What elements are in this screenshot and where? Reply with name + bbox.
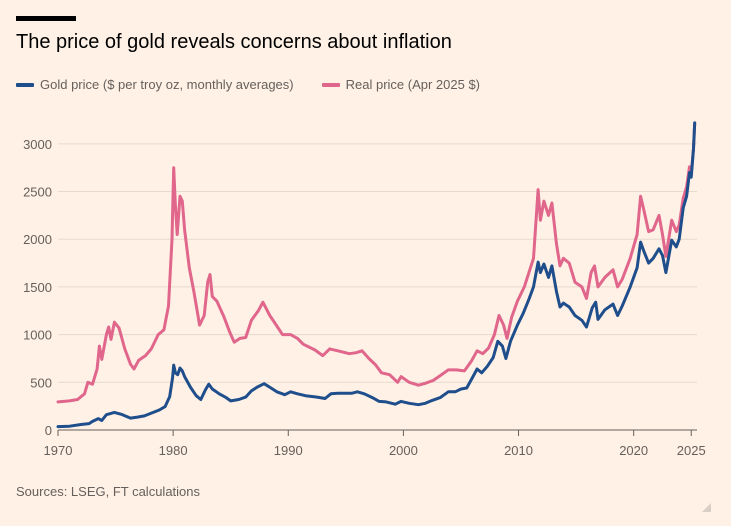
y-tick-label: 3000 xyxy=(23,137,52,152)
series-lines xyxy=(56,121,697,429)
y-tick-label: 2000 xyxy=(23,232,52,247)
line-chart: 0 500 1000 1500 2000 2500 3000 1970 1980 1990 200… xyxy=(23,121,706,458)
legend-label-real: Real price (Apr 2025 $) xyxy=(345,77,481,92)
gridlines xyxy=(58,143,697,431)
y-tick-label: 1500 xyxy=(23,280,52,295)
y-axis-ticks: 0 500 1000 1500 2000 2500 3000 xyxy=(23,137,52,438)
x-axis: 1970 1980 1990 2000 2010 2020 2025 xyxy=(44,430,706,458)
brand-bar xyxy=(16,16,76,21)
legend-label-gold: Gold price ($ per troy oz, monthly avera… xyxy=(40,77,294,92)
x-tick-label: 2010 xyxy=(504,443,533,458)
y-tick-label: 1000 xyxy=(23,328,52,343)
legend-swatch-real xyxy=(321,82,340,87)
x-tick-label: 1970 xyxy=(44,443,73,458)
y-tick-label: 0 xyxy=(45,423,52,438)
series-line-real-price xyxy=(56,121,697,404)
y-tick-label: 2500 xyxy=(23,185,52,200)
chart-title: The price of gold reveals concerns about… xyxy=(16,31,452,53)
y-tick-label: 500 xyxy=(30,375,52,390)
x-tick-label: 1990 xyxy=(274,443,303,458)
legend-swatch-gold xyxy=(16,82,34,87)
x-tick-label: 2025 xyxy=(677,443,706,458)
chart-legend: Gold price ($ per troy oz, monthly avera… xyxy=(16,77,508,92)
resize-corner-icon xyxy=(702,503,711,512)
x-tick-label: 2000 xyxy=(389,443,418,458)
legend-item-gold: Gold price ($ per troy oz, monthly avera… xyxy=(16,77,294,92)
series-line-gold-price xyxy=(56,121,697,429)
x-tick-label: 1980 xyxy=(159,443,188,458)
legend-item-real: Real price (Apr 2025 $) xyxy=(321,77,481,92)
source-note: Sources: LSEG, FT calculations xyxy=(16,484,201,499)
x-tick-label: 2020 xyxy=(619,443,648,458)
